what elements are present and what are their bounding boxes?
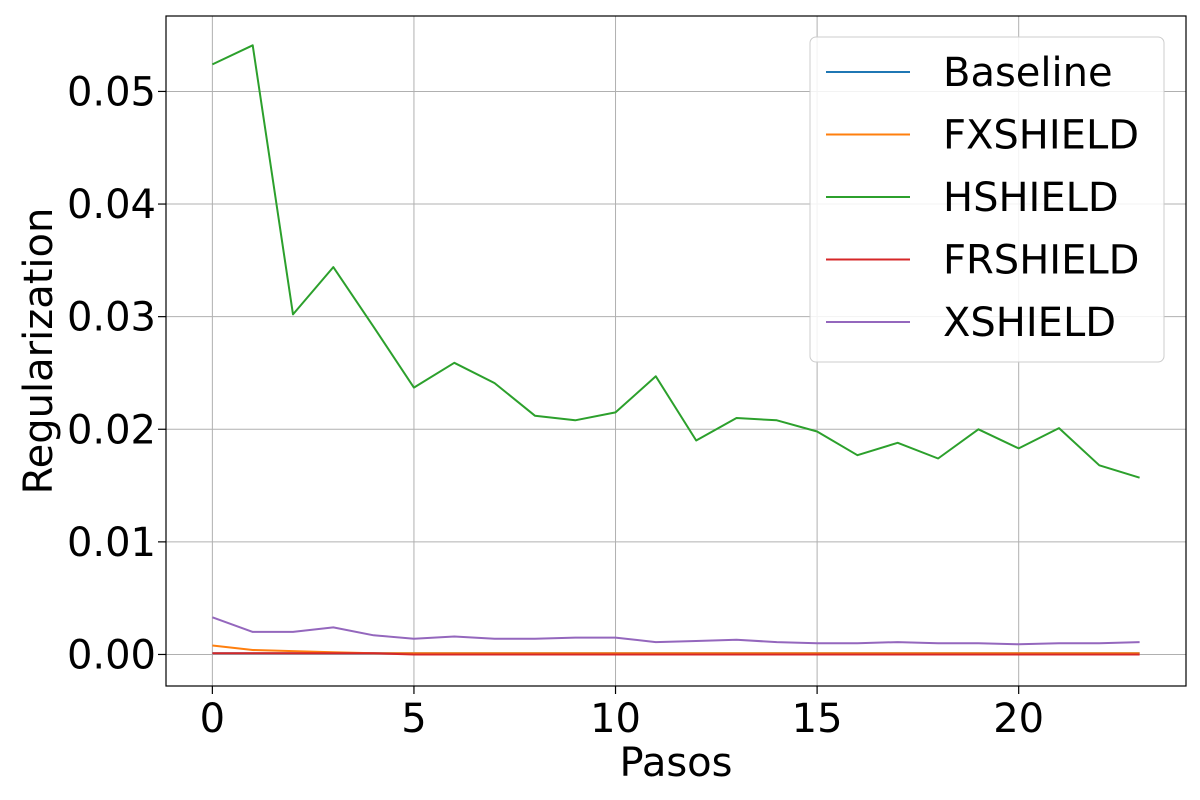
legend-label: FRSHIELD — [943, 238, 1139, 284]
x-tick-label: 15 — [792, 696, 843, 742]
x-tick-label: 5 — [401, 696, 426, 742]
series-lines — [211, 44, 1140, 656]
y-tick-label: 0.00 — [67, 632, 156, 678]
axis-ticks: 0 5 10 15 20 0.00 0.01 0.02 0.03 0.04 0.05 — [67, 69, 1044, 742]
x-tick-label: 20 — [993, 696, 1044, 742]
legend-label: HSHIELD — [943, 175, 1119, 221]
y-tick-label: 0.01 — [67, 520, 156, 566]
y-axis-label: Regularization — [16, 208, 62, 495]
x-tick-label: 0 — [200, 696, 225, 742]
legend-box — [809, 36, 1165, 363]
x-axis-label: Pasos — [620, 740, 733, 786]
y-tick-label: 0.04 — [67, 182, 156, 228]
x-tick-label: 10 — [590, 696, 641, 742]
y-tick-label: 0.03 — [67, 295, 156, 341]
plot-frame — [165, 15, 1187, 687]
legend-label: FXSHIELD — [943, 113, 1139, 159]
legend-label: XSHIELD — [943, 300, 1116, 346]
legend: Baseline FXSHIELD HSHIELD FRSHIELD XSHIELD — [809, 36, 1165, 363]
series-line-hshield — [211, 44, 1140, 479]
series-line-xshield — [212, 616, 1140, 646]
series-line-frshield — [212, 652, 1140, 656]
y-tick-label: 0.02 — [67, 407, 156, 453]
y-tick-label: 0.05 — [67, 69, 156, 115]
legend-label: Baseline — [943, 50, 1113, 96]
